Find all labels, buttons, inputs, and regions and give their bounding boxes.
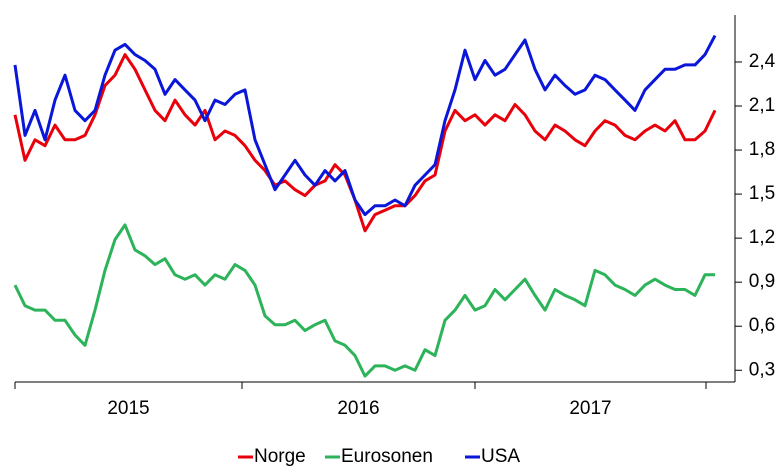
series-line bbox=[13, 53, 717, 233]
y-tick-label: 1,5 bbox=[749, 183, 775, 204]
y-tick-label: 0,9 bbox=[749, 271, 775, 292]
y-tick-label: 0,3 bbox=[749, 359, 775, 380]
series-line bbox=[13, 34, 717, 217]
series-line bbox=[13, 223, 715, 378]
y-tick-label: 2,4 bbox=[749, 51, 776, 72]
y-tick-label: 1,8 bbox=[749, 139, 775, 160]
legend-label: Eurosonen bbox=[341, 446, 433, 467]
legend-label: Norge bbox=[254, 446, 306, 467]
y-tick-label: 2,1 bbox=[749, 95, 775, 116]
legend-label: USA bbox=[481, 446, 520, 467]
x-tick-label: 2015 bbox=[107, 398, 149, 419]
x-tick-label: 2017 bbox=[569, 398, 611, 419]
y-tick-label: 0,6 bbox=[749, 315, 775, 336]
y-tick-label: 1,2 bbox=[749, 227, 775, 248]
x-tick-label: 2016 bbox=[337, 398, 379, 419]
